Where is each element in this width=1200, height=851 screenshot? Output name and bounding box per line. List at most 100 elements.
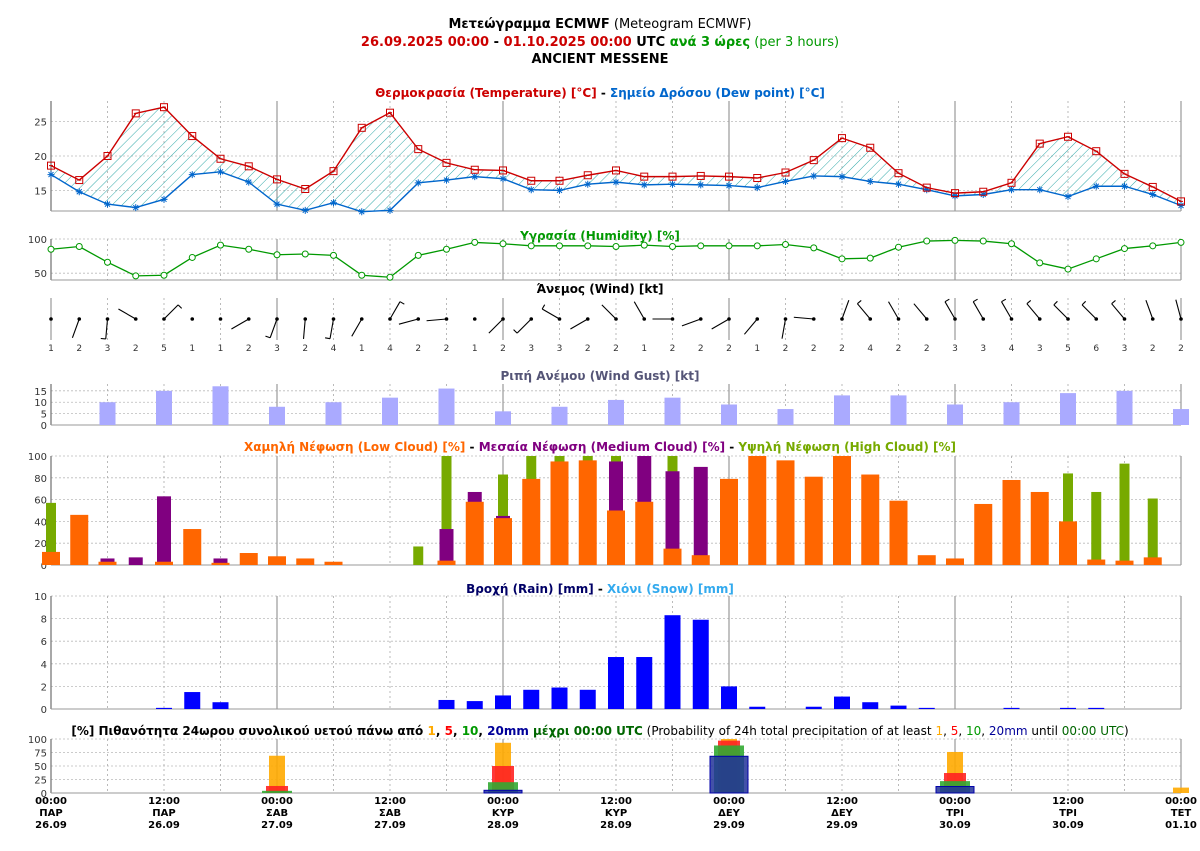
- probability-p1-bar: [1173, 787, 1189, 793]
- gust-bar: [1173, 409, 1189, 425]
- cloud-title-part: Χαμηλή Νέφωση (Low Cloud) [%]: [244, 440, 465, 454]
- time-axis-hour: 00:00: [1165, 796, 1197, 807]
- probability-title-part: 10: [462, 724, 479, 738]
- time-axis-day: ΚΥΡ: [492, 808, 514, 819]
- wind-barb: [163, 304, 179, 320]
- time-axis-date: 28.09: [487, 820, 519, 831]
- time-axis-date: 27.09: [374, 820, 406, 831]
- humidity-point: [358, 271, 366, 279]
- probability-title-part: ): [1124, 724, 1129, 738]
- low-cloud-bar: [437, 560, 456, 565]
- dewpoint-point: [1177, 202, 1185, 209]
- temperature-point: [1035, 139, 1044, 148]
- humidity-point: [499, 240, 507, 248]
- humidity-point: [301, 250, 309, 258]
- wind-speed-label: 2: [500, 344, 506, 354]
- wind-speed-label: 2: [585, 344, 591, 354]
- dewpoint-point: [782, 177, 789, 185]
- probability-title-part: ,: [478, 724, 487, 738]
- humidity-point: [612, 243, 620, 251]
- temperature-point: [1007, 178, 1016, 187]
- high-cloud-bar: [413, 546, 424, 565]
- wind-barb-feather: [944, 298, 950, 303]
- temperature-point: [1177, 197, 1185, 206]
- rain-bar: [1088, 707, 1105, 709]
- humidity-point: [245, 245, 253, 253]
- temperature-point: [1064, 132, 1072, 141]
- low-cloud-bar: [324, 561, 343, 565]
- wind-speed-label: 1: [189, 344, 195, 354]
- gust-bar: [947, 404, 963, 425]
- wind-barb: [888, 301, 899, 320]
- wind-barb-feather: [1026, 300, 1032, 305]
- rain-bar: [212, 702, 229, 709]
- temperature-point: [273, 175, 281, 184]
- wind-speed-label: 2: [811, 344, 817, 354]
- location-title: ANCIENT MESSENE: [0, 52, 1200, 68]
- humidity-point: [838, 255, 846, 263]
- dewpoint-point: [217, 168, 224, 176]
- low-cloud-bar: [1059, 521, 1077, 565]
- wind-barb-feather: [177, 304, 183, 309]
- precip-grid: 0 2 4 6 8 10: [34, 592, 1182, 716]
- temperature-panel-title: Θερμοκρασία (Temperature) [°C] - Σημείο …: [375, 86, 825, 100]
- range-step-greek: ανά 3 ώρες: [669, 35, 751, 50]
- gust-bar: [382, 397, 398, 425]
- humidity-point: [217, 241, 224, 249]
- humidity-point: [753, 242, 761, 250]
- range-start: 26.09.2025 00:00: [360, 35, 490, 50]
- time-axis-day: ΠΑΡ: [152, 808, 175, 819]
- temperature-point: [75, 176, 84, 185]
- temperature-point: [555, 176, 564, 185]
- cloud-title-part: -: [465, 440, 478, 454]
- humidity-point: [584, 242, 592, 250]
- range-utc: UTC: [631, 35, 670, 50]
- probability-title-part: 10: [966, 724, 981, 738]
- low-cloud-bar: [776, 460, 795, 565]
- dewpoint-point: [753, 184, 761, 192]
- gust-bar: [1003, 402, 1020, 425]
- precip-title-part: Βροχή (Rain) [mm]: [466, 582, 594, 596]
- wind-barb: [841, 300, 850, 320]
- temperature-point: [951, 189, 959, 198]
- high-cloud-bar: [441, 456, 452, 565]
- wind-speed-label: 1: [641, 344, 647, 354]
- wind-speed-label: 2: [444, 344, 450, 354]
- gust-ytick: 0: [41, 421, 47, 432]
- time-axis-date: 28.09: [600, 820, 632, 831]
- wind-speed-label: 3: [1122, 344, 1128, 354]
- low-cloud-bar: [296, 558, 315, 565]
- cloud-ytick: 80: [34, 474, 47, 485]
- time-axis-date: 27.09: [261, 820, 293, 831]
- wind-barb: [488, 318, 504, 334]
- wind-speed-label: 2: [133, 344, 139, 354]
- wind-speed-label: 3: [980, 344, 986, 354]
- dewpoint-point: [612, 178, 620, 186]
- wind-barb: [743, 318, 758, 335]
- dewpoint-point: [75, 188, 83, 196]
- wind-barb-feather: [513, 329, 518, 334]
- time-axis-day: ΠΑΡ: [39, 808, 62, 819]
- wind-speed-label: 2: [1178, 344, 1184, 354]
- cloud-ytick: 100: [28, 452, 47, 463]
- humidity-point: [725, 242, 733, 250]
- time-axis-date: 29.09: [826, 820, 858, 831]
- dewpoint-point: [47, 171, 55, 179]
- time-axis-hour: 12:00: [826, 796, 858, 807]
- dewpoint-point: [499, 175, 507, 183]
- temperature-point: [1092, 147, 1101, 156]
- rain-bar: [862, 702, 879, 709]
- low-cloud-bar: [268, 556, 286, 565]
- wind-barb: [781, 318, 787, 339]
- cloud-title-part: -: [725, 440, 738, 454]
- temperature-point: [329, 167, 338, 176]
- humidity-point: [895, 243, 902, 251]
- wind-speed-label: 4: [867, 344, 873, 354]
- time-axis-hour: 00:00: [35, 796, 67, 807]
- wind-speed-label: 1: [218, 344, 224, 354]
- probability-p20-bar: [709, 755, 749, 794]
- wind-speed-label: 1: [472, 344, 478, 354]
- gust-ytick: 5: [41, 410, 47, 421]
- temperature-title-part: Θερμοκρασία (Temperature) [°C]: [375, 86, 597, 100]
- probability-title-part: 1: [427, 724, 435, 738]
